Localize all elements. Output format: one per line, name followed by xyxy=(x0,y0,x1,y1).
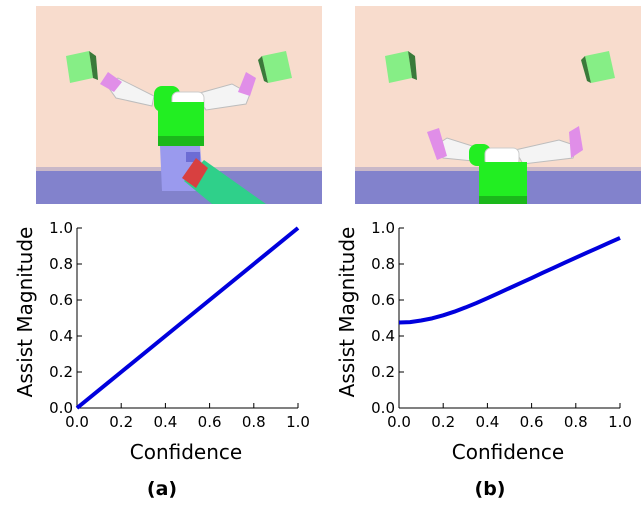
y-tick-label: 0.2 xyxy=(49,363,73,381)
x-tick-label: 0.4 xyxy=(475,413,499,431)
chart-a: Assist Magnitude Confidence 0.0 0.2 0.4 0.6… xyxy=(0,210,322,476)
x-tick-label: 0.6 xyxy=(198,413,222,431)
panel-caption-b: (b) xyxy=(474,478,506,500)
y-tick-label: 0.8 xyxy=(49,255,73,273)
x-tick-label: 0.0 xyxy=(387,413,411,431)
x-tick-label: 0.0 xyxy=(65,413,89,431)
chart-b: Assist Magnitude Confidence 0.0 0.2 0.4 0.6… xyxy=(322,210,644,476)
y-tick-label: 0.0 xyxy=(49,399,73,417)
target-block-left xyxy=(385,51,417,83)
wall xyxy=(355,6,641,171)
x-axis-title: Confidence xyxy=(452,440,564,464)
robot-scene-b xyxy=(355,6,641,204)
x-tick-label: 0.8 xyxy=(564,413,588,431)
robot-arms xyxy=(427,126,583,165)
target-block-right xyxy=(258,51,292,83)
x-tick-label: 0.8 xyxy=(242,413,266,431)
robot-scene-a xyxy=(36,6,322,204)
series-line xyxy=(75,226,300,410)
held-object xyxy=(182,158,266,204)
y-tick-label: 0.6 xyxy=(371,291,395,309)
chart-b-svg: Assist Magnitude Confidence 0.0 0.2 0.4 0.6… xyxy=(335,219,632,464)
robot-body xyxy=(469,144,527,204)
y-tick-label: 0.2 xyxy=(371,363,395,381)
target-block-left xyxy=(66,51,98,83)
x-tick-label: 0.6 xyxy=(520,413,544,431)
x-tick-label: 1.0 xyxy=(608,413,632,431)
x-tick-label: 0.2 xyxy=(431,413,455,431)
x-tick-label: 1.0 xyxy=(286,413,310,431)
y-tick-label: 0.8 xyxy=(371,255,395,273)
y-tick-label: 0.6 xyxy=(49,291,73,309)
y-tick-label: 0.4 xyxy=(49,327,73,345)
x-axis-title: Confidence xyxy=(130,440,242,464)
target-block-right xyxy=(581,51,615,83)
y-tick-label: 0.0 xyxy=(371,399,395,417)
x-tick-label: 0.2 xyxy=(109,413,133,431)
series-line xyxy=(398,236,621,325)
y-tick-label: 0.4 xyxy=(371,327,395,345)
x-tick-label: 0.4 xyxy=(153,413,177,431)
panel-caption-a: (a) xyxy=(146,478,178,500)
y-tick-label: 1.0 xyxy=(371,219,395,237)
chart-a-svg: Assist Magnitude Confidence 0.0 0.2 0.4 0.6… xyxy=(13,219,310,464)
y-axis-title: Assist Magnitude xyxy=(335,227,359,398)
y-axis-title: Assist Magnitude xyxy=(13,227,37,398)
y-tick-label: 1.0 xyxy=(49,219,73,237)
robot-arms xyxy=(100,72,256,111)
